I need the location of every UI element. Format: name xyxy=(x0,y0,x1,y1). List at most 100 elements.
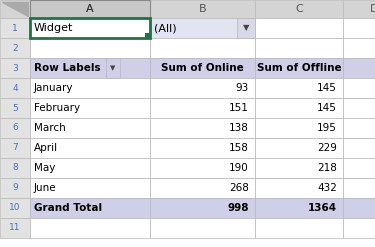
Bar xyxy=(255,158,343,178)
Bar xyxy=(343,58,375,78)
Bar xyxy=(255,178,343,198)
Text: (All): (All) xyxy=(154,23,177,33)
Bar xyxy=(150,38,255,58)
Bar xyxy=(0,178,30,198)
Bar xyxy=(150,158,255,178)
Text: 10: 10 xyxy=(9,204,21,212)
Text: 3: 3 xyxy=(12,63,18,73)
Bar xyxy=(343,18,375,38)
Bar xyxy=(30,78,150,98)
Text: March: March xyxy=(34,123,66,133)
Bar xyxy=(343,118,375,138)
Bar xyxy=(0,38,30,58)
Text: 158: 158 xyxy=(229,143,249,153)
Bar xyxy=(255,38,343,58)
Bar xyxy=(30,158,150,178)
Text: Widget: Widget xyxy=(34,23,74,33)
Bar xyxy=(30,118,150,138)
Text: 145: 145 xyxy=(317,83,337,93)
Bar xyxy=(150,118,255,138)
Text: 195: 195 xyxy=(317,123,337,133)
Bar xyxy=(30,0,150,18)
Bar xyxy=(343,0,375,18)
Bar xyxy=(343,198,375,218)
Text: 145: 145 xyxy=(317,103,337,113)
Bar xyxy=(150,198,255,218)
Text: A: A xyxy=(86,4,94,14)
Text: January: January xyxy=(34,83,74,93)
Bar xyxy=(150,178,255,198)
Bar xyxy=(150,58,255,78)
Bar xyxy=(30,98,150,118)
Bar xyxy=(0,218,30,238)
Bar xyxy=(145,33,150,38)
Bar xyxy=(106,58,120,78)
Bar xyxy=(0,118,30,138)
Bar xyxy=(255,218,343,238)
Text: 432: 432 xyxy=(317,183,337,193)
Bar xyxy=(0,138,30,158)
Bar xyxy=(343,98,375,118)
Bar xyxy=(0,158,30,178)
Text: February: February xyxy=(34,103,80,113)
Bar xyxy=(30,18,150,38)
Text: C: C xyxy=(295,4,303,14)
Text: 1: 1 xyxy=(12,23,18,33)
Bar xyxy=(150,78,255,98)
Text: Grand Total: Grand Total xyxy=(34,203,102,213)
Text: ▼: ▼ xyxy=(110,65,116,71)
Text: May: May xyxy=(34,163,56,173)
Text: 218: 218 xyxy=(317,163,337,173)
Bar xyxy=(237,18,255,38)
Bar xyxy=(0,0,30,18)
Bar xyxy=(150,218,255,238)
Bar xyxy=(30,218,150,238)
Text: 2: 2 xyxy=(12,43,18,53)
Bar xyxy=(343,158,375,178)
Bar xyxy=(343,218,375,238)
Text: D: D xyxy=(370,4,375,14)
Text: April: April xyxy=(34,143,58,153)
Bar xyxy=(255,138,343,158)
Text: 8: 8 xyxy=(12,164,18,172)
Text: Sum of Online: Sum of Online xyxy=(161,63,244,73)
Text: A: A xyxy=(86,4,94,14)
Text: Row Labels: Row Labels xyxy=(34,63,100,73)
Text: 229: 229 xyxy=(317,143,337,153)
Text: 138: 138 xyxy=(229,123,249,133)
Bar xyxy=(255,78,343,98)
Bar xyxy=(30,38,150,58)
Bar xyxy=(255,58,343,78)
Bar xyxy=(0,98,30,118)
Bar xyxy=(150,98,255,118)
Bar xyxy=(0,18,30,38)
Bar xyxy=(343,38,375,58)
Bar xyxy=(255,118,343,138)
Bar xyxy=(255,198,343,218)
Bar xyxy=(0,58,30,78)
Bar xyxy=(343,178,375,198)
Text: 6: 6 xyxy=(12,124,18,132)
Bar xyxy=(30,0,150,18)
Bar xyxy=(0,78,30,98)
Bar xyxy=(30,18,150,38)
Bar xyxy=(343,78,375,98)
Text: 93: 93 xyxy=(236,83,249,93)
Bar xyxy=(150,138,255,158)
Text: 11: 11 xyxy=(9,224,21,232)
Text: 9: 9 xyxy=(12,184,18,192)
Text: 998: 998 xyxy=(228,203,249,213)
Bar xyxy=(0,198,30,218)
Text: 7: 7 xyxy=(12,144,18,152)
Bar xyxy=(255,18,343,38)
Polygon shape xyxy=(2,2,28,16)
Text: ▼: ▼ xyxy=(243,23,249,33)
Text: 1364: 1364 xyxy=(308,203,337,213)
Bar xyxy=(150,0,255,18)
Text: 5: 5 xyxy=(12,103,18,112)
Bar xyxy=(343,138,375,158)
Text: 190: 190 xyxy=(229,163,249,173)
Text: Sum of Offline: Sum of Offline xyxy=(256,63,341,73)
Text: June: June xyxy=(34,183,57,193)
Bar xyxy=(255,0,343,18)
